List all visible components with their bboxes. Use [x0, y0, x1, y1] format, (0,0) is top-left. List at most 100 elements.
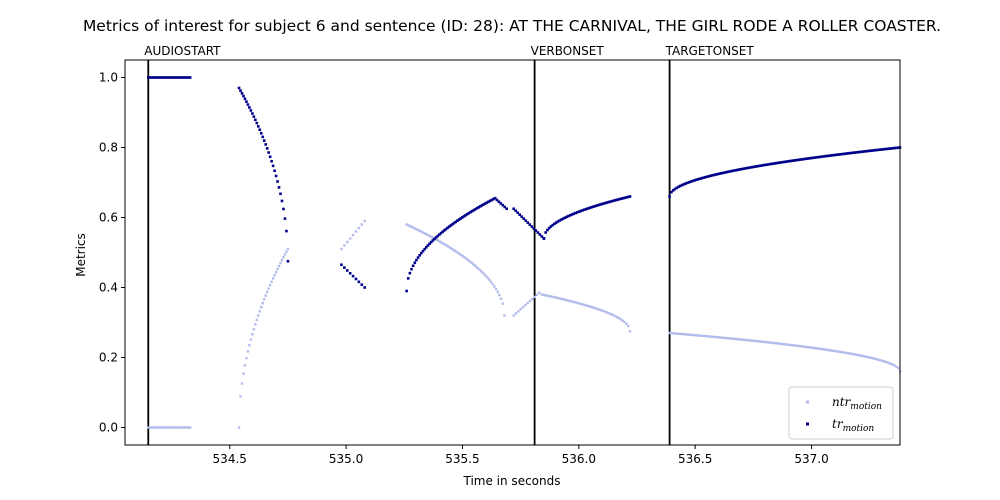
data-point: [577, 210, 581, 213]
data-point: [590, 305, 594, 309]
data-point: [482, 203, 485, 206]
data-point: [861, 150, 864, 153]
data-point: [445, 244, 448, 247]
data-point: [147, 426, 150, 429]
event-label: AUDIOSTART: [144, 44, 221, 58]
data-point: [512, 207, 515, 211]
data-point: [732, 337, 736, 341]
data-point: [411, 264, 415, 268]
data-point: [441, 242, 445, 245]
data-point: [723, 171, 727, 174]
data-point: [249, 338, 253, 341]
data-point: [789, 159, 793, 163]
data-point: [668, 331, 671, 335]
data-point: [562, 298, 565, 301]
y-tick-label: 0.2: [99, 351, 118, 365]
data-point: [343, 244, 346, 247]
data-point: [729, 337, 732, 340]
data-point: [242, 94, 245, 98]
data-point: [875, 358, 878, 361]
data-point: [677, 185, 680, 189]
data-point: [814, 156, 818, 159]
data-point: [459, 217, 462, 220]
data-point: [723, 336, 727, 340]
data-point: [180, 426, 183, 429]
data-point: [413, 261, 417, 265]
data-point: [533, 295, 536, 299]
data-point: [162, 76, 165, 79]
data-point: [680, 183, 684, 187]
data-point: [686, 333, 689, 336]
data-point: [843, 152, 846, 156]
y-axis: 0.0 0.2 0.4 0.6 0.8 1.0: [99, 71, 125, 435]
data-point: [739, 167, 743, 171]
data-point: [182, 426, 185, 429]
data-point: [268, 155, 272, 159]
data-point: [720, 171, 723, 175]
data-point: [444, 227, 448, 231]
data-point: [270, 159, 273, 163]
data-point: [273, 274, 276, 277]
data-point: [872, 357, 875, 360]
data-point: [240, 92, 244, 95]
data-point: [188, 426, 192, 429]
data-point: [668, 195, 671, 198]
data-point: [457, 218, 461, 221]
data-point: [795, 344, 798, 347]
data-point: [423, 232, 427, 235]
legend-marker: [806, 422, 809, 426]
data-point: [770, 162, 773, 166]
data-point: [884, 147, 888, 151]
data-point: [258, 310, 261, 313]
data-point: [618, 197, 621, 201]
data-point: [254, 323, 257, 326]
data-point: [182, 76, 185, 79]
data-point: [423, 247, 426, 251]
data-point: [773, 341, 777, 345]
data-point: [155, 76, 158, 79]
data-point: [556, 220, 560, 223]
data-point: [451, 222, 454, 226]
data-point: [805, 157, 809, 160]
data-point: [834, 153, 838, 157]
data-point: [700, 176, 704, 180]
data-point: [237, 86, 241, 90]
data-point: [609, 200, 612, 203]
data-point: [538, 233, 542, 236]
data-point: [705, 175, 709, 179]
data-point: [470, 209, 474, 213]
data-point: [538, 291, 541, 294]
data-point: [695, 178, 698, 182]
data-point: [480, 204, 484, 207]
data-point: [542, 293, 545, 297]
data-point: [526, 221, 530, 224]
data-point: [526, 301, 529, 305]
data-point: [467, 211, 471, 215]
data-point: [746, 339, 750, 342]
data-point: [158, 76, 162, 79]
data-point: [861, 354, 864, 358]
data-point: [516, 211, 519, 215]
data-point: [163, 426, 167, 429]
data-point: [766, 341, 770, 344]
data-point: [540, 293, 543, 296]
data-point: [547, 226, 551, 230]
data-point: [687, 180, 691, 184]
data-point: [791, 159, 795, 162]
data-point: [246, 103, 250, 106]
data-point: [854, 151, 857, 154]
data-point: [418, 229, 422, 233]
data-point: [438, 240, 441, 243]
data-point: [560, 297, 563, 301]
data-point: [463, 256, 466, 259]
data-point: [519, 308, 522, 311]
data-point: [588, 206, 591, 210]
data-point: [471, 262, 475, 266]
data-point: [605, 311, 608, 314]
data-point: [780, 342, 784, 346]
data-point: [248, 344, 251, 347]
data-point: [483, 273, 486, 276]
data-point: [431, 239, 435, 242]
data-point: [693, 333, 696, 337]
data-point: [271, 277, 275, 280]
